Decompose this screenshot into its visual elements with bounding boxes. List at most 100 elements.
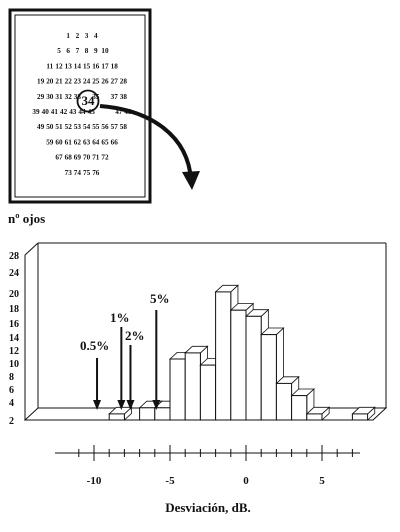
field-point: 25: [92, 78, 100, 86]
field-point: 30: [46, 93, 54, 101]
bar: [154, 407, 171, 421]
field-point: 27: [111, 78, 119, 86]
bar: [169, 358, 186, 421]
field-point: 31: [55, 93, 63, 101]
chart-top-left-edge: [24, 242, 39, 256]
y-tick-label: 10: [9, 359, 19, 370]
y-tick-label: 18: [9, 304, 19, 315]
percentile-label: 0.5%: [80, 338, 109, 353]
field-point: 57: [111, 123, 119, 131]
percentile-label: 5%: [150, 291, 170, 306]
field-point: 72: [101, 154, 109, 162]
x-tick-label: 5: [319, 475, 325, 487]
field-point: 71: [92, 154, 100, 162]
y-tick-label: 20: [9, 289, 19, 300]
field-point: 65: [101, 138, 109, 146]
percentile-arrow-head: [117, 400, 126, 410]
field-point: 32: [65, 93, 73, 101]
field-point: 4: [94, 32, 98, 40]
field-point: 6: [66, 47, 70, 55]
field-point: 75: [83, 169, 91, 177]
field-point: 43: [69, 108, 77, 116]
field-point: 51: [55, 123, 63, 131]
x-ticks: -10 -5 0 5: [78, 445, 353, 487]
field-point: 16: [92, 62, 100, 70]
bar: [108, 413, 125, 421]
field-point: 55: [92, 123, 100, 131]
bar: [184, 352, 201, 421]
x-tick-label: -10: [87, 475, 102, 487]
percentile-arrow-head: [152, 400, 161, 410]
curved-arrow: [99, 104, 193, 181]
bar: [199, 364, 217, 421]
field-point: 26: [101, 78, 109, 86]
y-tick-label: 6: [9, 385, 14, 396]
y-tick-label: 28: [9, 251, 19, 262]
x-tick-label: 0: [243, 475, 249, 487]
field-point: 56: [101, 123, 109, 131]
field-point: 20: [46, 78, 54, 86]
y-tick-label: 2: [9, 416, 14, 427]
field-point: 35: [92, 93, 100, 101]
bar: [260, 334, 277, 421]
y-axis-label: nº ojos: [8, 211, 45, 226]
field-point: 2: [76, 32, 80, 40]
field-point: 45: [88, 108, 96, 116]
field-point: 40: [42, 108, 50, 116]
x-tick-label: -5: [165, 475, 175, 487]
field-point: 17: [101, 62, 109, 70]
field-point: 62: [74, 138, 82, 146]
y-tick-label: 16: [9, 319, 19, 330]
bar: [245, 315, 262, 421]
highlight-circle: [76, 89, 100, 113]
field-point: 47: [115, 108, 123, 116]
percentile-arrows: 0.5%1% 2% 5%: [80, 291, 170, 410]
field-point: 1: [66, 32, 70, 40]
field-point: 21: [55, 78, 63, 86]
card-inner-frame: [14, 14, 146, 198]
field-point: 22: [65, 78, 73, 86]
field-point: 38: [120, 93, 128, 101]
field-point: 52: [65, 123, 73, 131]
field-point: 66: [111, 138, 119, 146]
field-point: 44: [78, 108, 86, 116]
field-point: 28: [120, 78, 128, 86]
field-point: 10: [101, 47, 109, 55]
field-point: 42: [60, 108, 68, 116]
field-point: 76: [92, 169, 100, 177]
percentile-arrow-head: [126, 400, 135, 410]
field-point: 50: [46, 123, 54, 131]
field-point: 39: [32, 108, 40, 116]
field-point: 59: [46, 138, 54, 146]
bar: [275, 382, 293, 421]
x-axis-label: Desviación, dB.: [165, 500, 251, 515]
field-point: 49: [37, 123, 45, 131]
percentile-label: 1%: [110, 310, 130, 325]
field-point: 63: [83, 138, 91, 146]
field-point: 53: [74, 123, 82, 131]
field-point: 67: [55, 154, 63, 162]
field-point: 15: [83, 62, 91, 70]
field-point: 9: [94, 47, 98, 55]
field-point: 64: [92, 138, 100, 146]
field-point: 3: [85, 32, 89, 40]
field-point: 23: [74, 78, 82, 86]
field-point: 24: [83, 78, 91, 86]
field-point: 69: [74, 154, 82, 162]
percentile-arrow-head: [93, 400, 102, 410]
field-point: 41: [51, 108, 59, 116]
bar: [215, 291, 232, 421]
field-point: 18: [111, 62, 119, 70]
y-tick-label: 4: [9, 398, 14, 409]
field-point: 68: [65, 154, 73, 162]
field-point: 70: [83, 154, 91, 162]
bar: [351, 413, 369, 421]
y-tick-label: 12: [9, 346, 19, 357]
field-point: 37: [111, 93, 119, 101]
field-point: 60: [55, 138, 63, 146]
field-point: 11: [46, 62, 53, 70]
